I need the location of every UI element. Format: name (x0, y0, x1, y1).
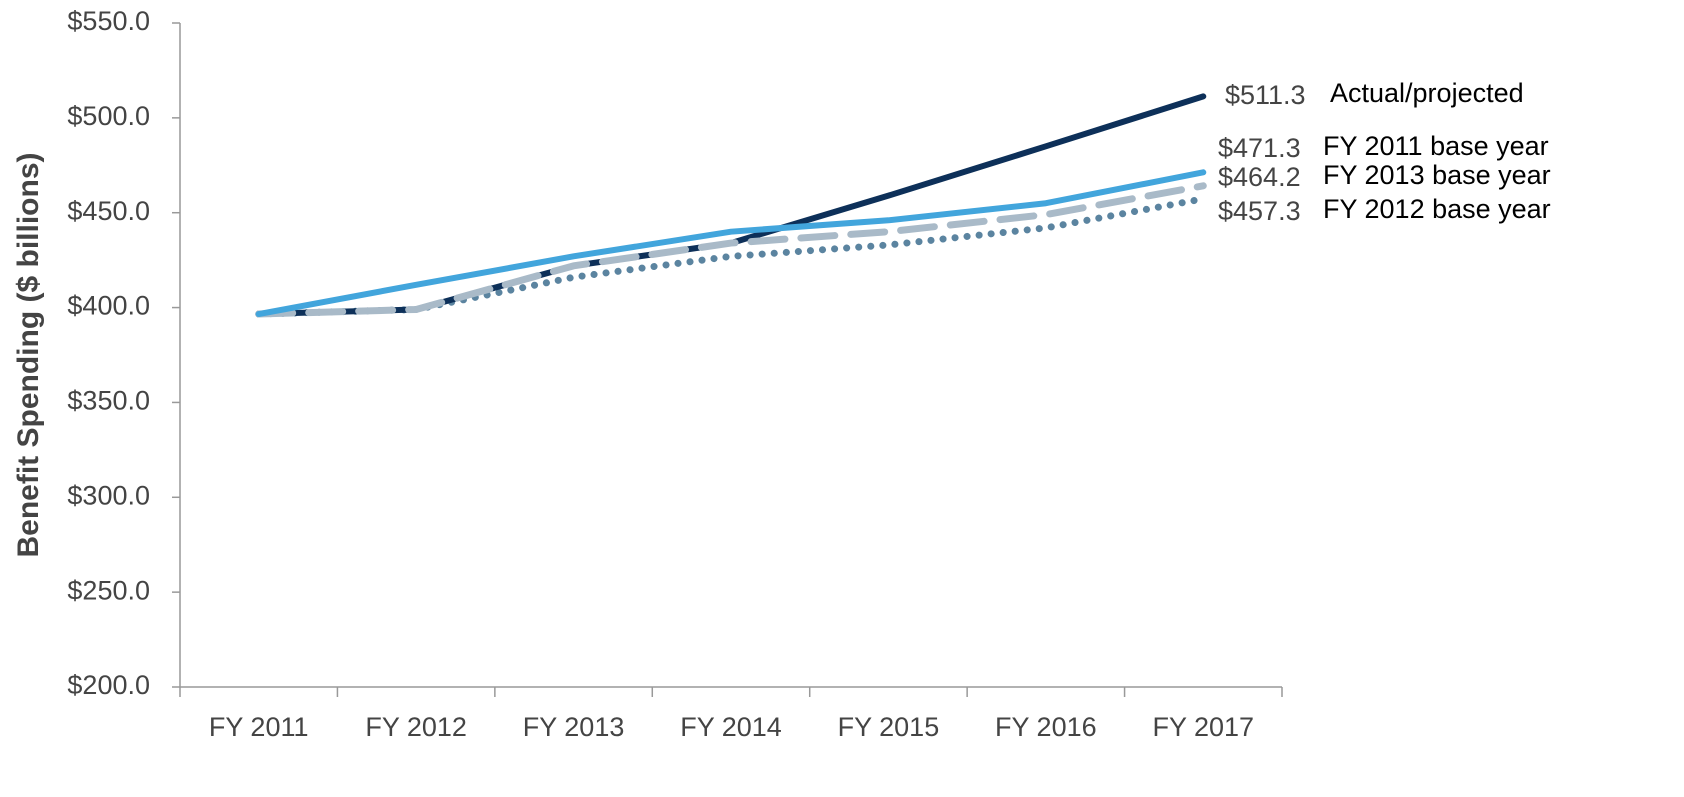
x-tick-label: FY 2011 (209, 712, 309, 742)
series-name: Actual/projected (1330, 78, 1524, 108)
x-tick-label: FY 2013 (523, 712, 625, 742)
series-line (255, 169, 1207, 318)
series-line (255, 195, 1207, 318)
value-label: $471.3 (1218, 133, 1301, 163)
x-tick-label: FY 2014 (680, 712, 782, 742)
y-tick-label: $450.0 (67, 196, 150, 226)
value-label: $511.3 (1225, 80, 1306, 110)
y-tick-label: $400.0 (67, 291, 150, 321)
x-tick-label: FY 2016 (995, 712, 1097, 742)
y-tick-label: $550.0 (67, 6, 150, 36)
series-name: FY 2013 base year (1323, 160, 1551, 190)
x-tick-label: FY 2012 (365, 712, 467, 742)
y-axis-title: Benefit Spending ($ billions) (12, 153, 45, 558)
y-tick-label: $200.0 (67, 670, 150, 700)
x-tick-label: FY 2017 (1152, 712, 1254, 742)
value-label: $457.3 (1218, 196, 1301, 226)
y-tick-label: $350.0 (67, 386, 150, 416)
y-tick-label: $500.0 (67, 101, 150, 131)
series-line (255, 182, 1207, 318)
series-name: FY 2012 base year (1323, 194, 1551, 224)
y-tick-label: $250.0 (67, 575, 150, 605)
y-tick-label: $300.0 (67, 480, 150, 510)
x-tick-label: FY 2015 (838, 712, 940, 742)
series-line (255, 93, 1207, 318)
value-label: $464.2 (1218, 162, 1301, 192)
series-name: FY 2011 base year (1323, 131, 1549, 161)
